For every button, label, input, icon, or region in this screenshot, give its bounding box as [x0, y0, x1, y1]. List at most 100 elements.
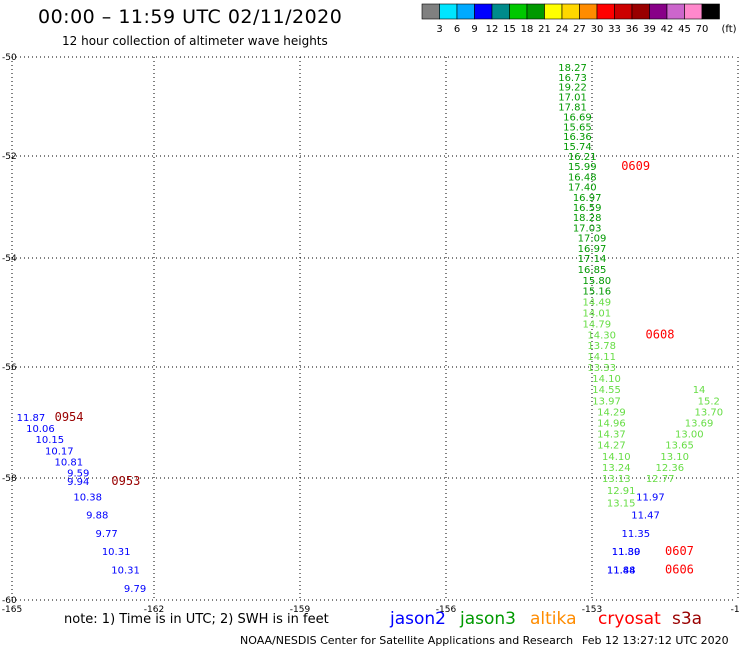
- wave-height-label: 10.31: [102, 547, 131, 558]
- wave-height-label: 11.97: [636, 492, 665, 503]
- colorbar-swatch: [561, 3, 580, 20]
- wave-height-label: 13.13: [602, 474, 631, 485]
- colorbar-label: 3: [436, 24, 442, 35]
- legend-item-altika: altika: [530, 609, 577, 629]
- colorbar-label: 33: [608, 24, 621, 35]
- legend-item-cryosat: cryosat: [598, 609, 661, 629]
- wave-height-label: 9.59: [67, 468, 89, 479]
- wave-height-label: 14.10: [592, 374, 621, 385]
- colorbar-label: 12: [486, 24, 499, 35]
- colorbar-swatch: [614, 3, 633, 20]
- x-tick-label: -153: [582, 605, 602, 615]
- wave-height-label: 13.78: [587, 341, 616, 352]
- wave-height-label: 10.15: [36, 435, 65, 446]
- wave-height-label: 11.84: [607, 566, 636, 577]
- chart-subtitle: 12 hour collection of altimeter wave hei…: [62, 34, 328, 48]
- wave-height-label: 10.17: [45, 446, 74, 457]
- colorbar-label: 24: [556, 24, 569, 35]
- wave-height-label: 14.29: [597, 407, 626, 418]
- legend-item-jason3: jason3: [460, 609, 516, 629]
- wave-height-label: 14.96: [597, 419, 626, 430]
- x-tick-label: -159: [290, 605, 311, 615]
- wave-height-label: 14: [693, 385, 706, 396]
- y-tick-label: -60: [2, 596, 17, 606]
- colorbar-swatch: [456, 3, 475, 20]
- wave-height-label: 15.2: [698, 396, 720, 407]
- credit-text: NOAA/NESDIS Center for Satellite Applica…: [240, 634, 574, 647]
- generated-timestamp: Feb 12 13:27:12 UTC 2020: [582, 634, 729, 647]
- wave-height-label: 16.85: [578, 265, 607, 276]
- colorbar-label: (ft): [722, 24, 737, 35]
- legend-item-jason2: jason2: [390, 609, 446, 629]
- wave-height-label: 9.88: [86, 511, 108, 522]
- colorbar-swatch: [596, 3, 615, 20]
- wave-height-label: 16.59: [573, 203, 602, 214]
- colorbar-swatch: [684, 3, 703, 20]
- wave-height-label: 9.94: [67, 477, 89, 488]
- wave-height-label: 10.81: [54, 457, 83, 468]
- wave-height-label: 11.80: [612, 547, 641, 558]
- wave-height-label: 14.27: [597, 441, 626, 452]
- wave-height-label: 13.97: [592, 396, 621, 407]
- colorbar-label: 21: [538, 24, 551, 35]
- y-tick-label: -56: [2, 363, 17, 373]
- colorbar-label: 39: [643, 24, 656, 35]
- wave-height-label: 16.97: [573, 193, 602, 204]
- wave-height-label: 14.10: [602, 452, 631, 463]
- wave-height-label: 11.48: [607, 566, 636, 577]
- wave-height-label: 14.37: [597, 430, 626, 441]
- wave-height-label: 16.69: [563, 112, 592, 123]
- wave-height-label: 11.35: [621, 529, 650, 540]
- colorbar-swatch: [544, 3, 563, 20]
- wave-height-label: 10.31: [111, 566, 140, 577]
- colorbar-swatch: [649, 3, 668, 20]
- x-tick-label: -162: [144, 605, 164, 615]
- wave-height-label: 18.28: [573, 213, 602, 224]
- y-tick-label: -50: [2, 53, 17, 63]
- colorbar-label: 42: [661, 24, 674, 35]
- x-tick-label: -15: [731, 605, 740, 615]
- colorbar-label: 36: [626, 24, 639, 35]
- colorbar-swatch: [666, 3, 685, 20]
- wave-height-label: 16.48: [568, 172, 597, 183]
- colorbar-swatch: [509, 3, 528, 20]
- wave-height-label: 16.36: [563, 132, 592, 143]
- wave-height-label: 16.97: [578, 244, 607, 255]
- wave-height-label: 17.01: [558, 93, 587, 104]
- y-tick-label: -58: [2, 474, 17, 484]
- wave-height-label: 17.14: [578, 254, 607, 265]
- colorbar-swatch: [474, 3, 493, 20]
- colorbar-swatch: [526, 3, 545, 20]
- colorbar-swatch: [701, 3, 720, 20]
- wave-height-label: 12.91: [607, 486, 636, 497]
- colorbar-swatch: [491, 3, 510, 20]
- colorbar-swatch: [579, 3, 598, 20]
- colorbar-swatch: [631, 3, 650, 20]
- wave-height-label: 14.49: [583, 298, 612, 309]
- colorbar-label: 70: [696, 24, 709, 35]
- wave-height-label: 16.73: [558, 73, 587, 84]
- wave-height-label: 9.77: [96, 529, 118, 540]
- chart-title: 00:00 – 11:59 UTC 02/11/2020: [38, 6, 343, 28]
- wave-height-label: 13.65: [665, 441, 694, 452]
- wave-height-label: 11.87: [17, 413, 46, 424]
- wave-height-label: 17.03: [573, 223, 602, 234]
- colorbar-swatch: [439, 3, 458, 20]
- x-tick-label: -156: [436, 605, 457, 615]
- pass-time-label: 0606: [665, 563, 694, 577]
- wave-height-label: 19.22: [558, 83, 587, 94]
- wave-height-label: 17.81: [558, 103, 587, 114]
- wave-height-label: 14.30: [587, 330, 616, 341]
- colorbar-label: 18: [521, 24, 534, 35]
- pass-time-label: 0953: [111, 474, 140, 488]
- pass-time-label: 0607: [665, 544, 694, 558]
- legend-item-s3a: s3a: [672, 609, 703, 629]
- y-tick-label: -52: [2, 152, 17, 162]
- wave-height-label: 10.38: [73, 492, 102, 503]
- wave-height-label: 10.06: [26, 424, 55, 435]
- wave-height-label: 15.65: [563, 122, 592, 133]
- wave-height-label: 14.55: [592, 385, 621, 396]
- wave-height-label: 13.69: [685, 419, 714, 430]
